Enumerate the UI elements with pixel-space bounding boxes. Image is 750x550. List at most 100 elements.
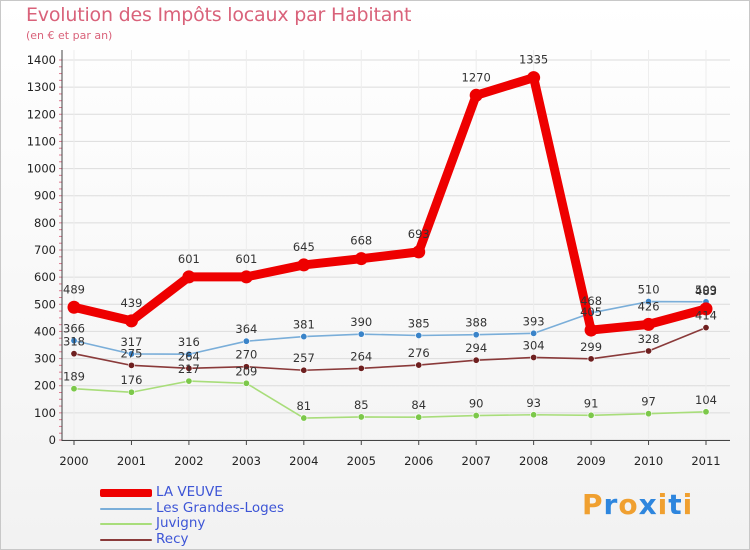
series-point-1 [645,298,653,306]
series-point-1 [185,350,193,358]
series-point-1 [300,333,308,341]
series-point-3 [300,366,308,374]
series-point-1 [242,337,250,345]
series-point-2 [357,413,365,421]
series-point-0 [297,258,311,272]
legend-label: Recy [156,530,189,547]
series-point-1 [127,350,135,358]
data-label-2: 90 [469,397,484,411]
chart-subtitle: (en € et par an) [26,29,113,42]
data-label-2: 209 [235,364,257,378]
data-label-0: 601 [178,252,200,266]
series-point-2 [70,385,78,393]
logo-letter: i [657,488,669,521]
data-label-3: 294 [465,341,487,355]
y-tick-label: 800 [34,216,56,230]
series-point-3 [357,364,365,372]
legend-label: Juvigny [156,515,206,531]
x-tick-label: 2008 [519,454,548,468]
series-point-2 [645,410,653,418]
y-tick-label: 400 [34,324,56,338]
data-label-3: 318 [63,335,85,349]
data-label-1: 388 [465,316,487,330]
series-point-1 [530,329,538,337]
series-point-1 [415,331,423,339]
y-tick-label: 600 [34,270,56,284]
logo-letter: i [682,488,694,521]
logo-letter: o [618,488,639,521]
x-tick-label: 2003 [232,454,261,468]
logo-letter: r [603,488,619,521]
series-point-2 [530,411,538,419]
data-label-1: 316 [178,335,200,349]
data-label-3: 414 [695,309,717,323]
series-point-0 [67,300,81,314]
data-label-3: 276 [408,346,430,360]
x-tick-label: 2000 [59,454,88,468]
data-label-1: 366 [63,322,85,336]
data-label-3: 257 [293,351,315,365]
series-point-3 [530,353,538,361]
data-labels: 489 439 601 601 645 668 693 1270 1335 405 426 483 36… [63,53,717,413]
series-point-3 [127,361,135,369]
data-label-3: 299 [580,340,602,354]
data-label-3: 275 [120,346,142,360]
x-tick-label: 2001 [117,454,146,468]
x-tick-label: 2004 [289,454,318,468]
y-tick-label: 200 [34,379,56,393]
series-lines [67,71,713,422]
series-point-0 [182,270,196,284]
data-label-2: 176 [120,373,142,387]
x-tick-label: 2007 [462,454,491,468]
y-tick-label: 0 [49,433,56,447]
x-tick-label: 2010 [634,454,663,468]
x-tick-label: 2006 [404,454,433,468]
series-point-2 [472,412,480,420]
data-label-0: 439 [120,296,142,310]
data-label-2: 217 [178,362,200,376]
data-label-1: 385 [408,317,430,331]
series-point-3 [185,364,193,372]
data-label-0: 668 [350,234,372,248]
data-label-0: 693 [408,227,430,241]
series-point-0 [354,252,368,266]
series-point-2 [702,408,710,416]
data-label-1: 381 [293,318,315,332]
series-point-3 [587,355,595,363]
logo-letter: x [638,488,658,521]
data-label-3: 264 [350,349,372,363]
y-tick-label: 100 [34,406,56,420]
series-line-1 [73,300,707,356]
series-point-0 [699,302,713,316]
series-point-0 [584,323,598,337]
series-point-1 [357,330,365,338]
series-point-3 [415,361,423,369]
data-label-2: 81 [296,399,311,413]
data-label-1: 364 [235,322,257,336]
legend-swatch [100,489,152,497]
data-label-0: 426 [638,299,660,313]
series-point-0 [412,245,426,259]
series-point-0 [239,270,253,284]
proxiti-logo: Proxiti [582,488,693,521]
legend-label: Les Grandes-Loges [156,499,284,516]
series-line-2 [73,380,707,419]
data-label-0: 601 [235,252,257,266]
logo-letter: t [668,488,683,521]
data-label-1: 393 [523,314,545,328]
data-label-2: 104 [695,393,717,407]
y-tick-label: 1400 [27,53,56,67]
series-point-3 [645,347,653,355]
y-tick-label: 900 [34,189,56,203]
series-point-1 [70,337,78,345]
series-point-0 [642,317,656,331]
series-point-0 [527,71,541,85]
series-point-3 [702,324,710,332]
series-point-0 [124,314,138,328]
series-point-0 [469,88,483,102]
x-tick-label: 2005 [347,454,376,468]
y-tick-label: 1100 [27,134,56,148]
y-tick-label: 700 [34,243,56,257]
y-tick-label: 1200 [27,107,56,121]
